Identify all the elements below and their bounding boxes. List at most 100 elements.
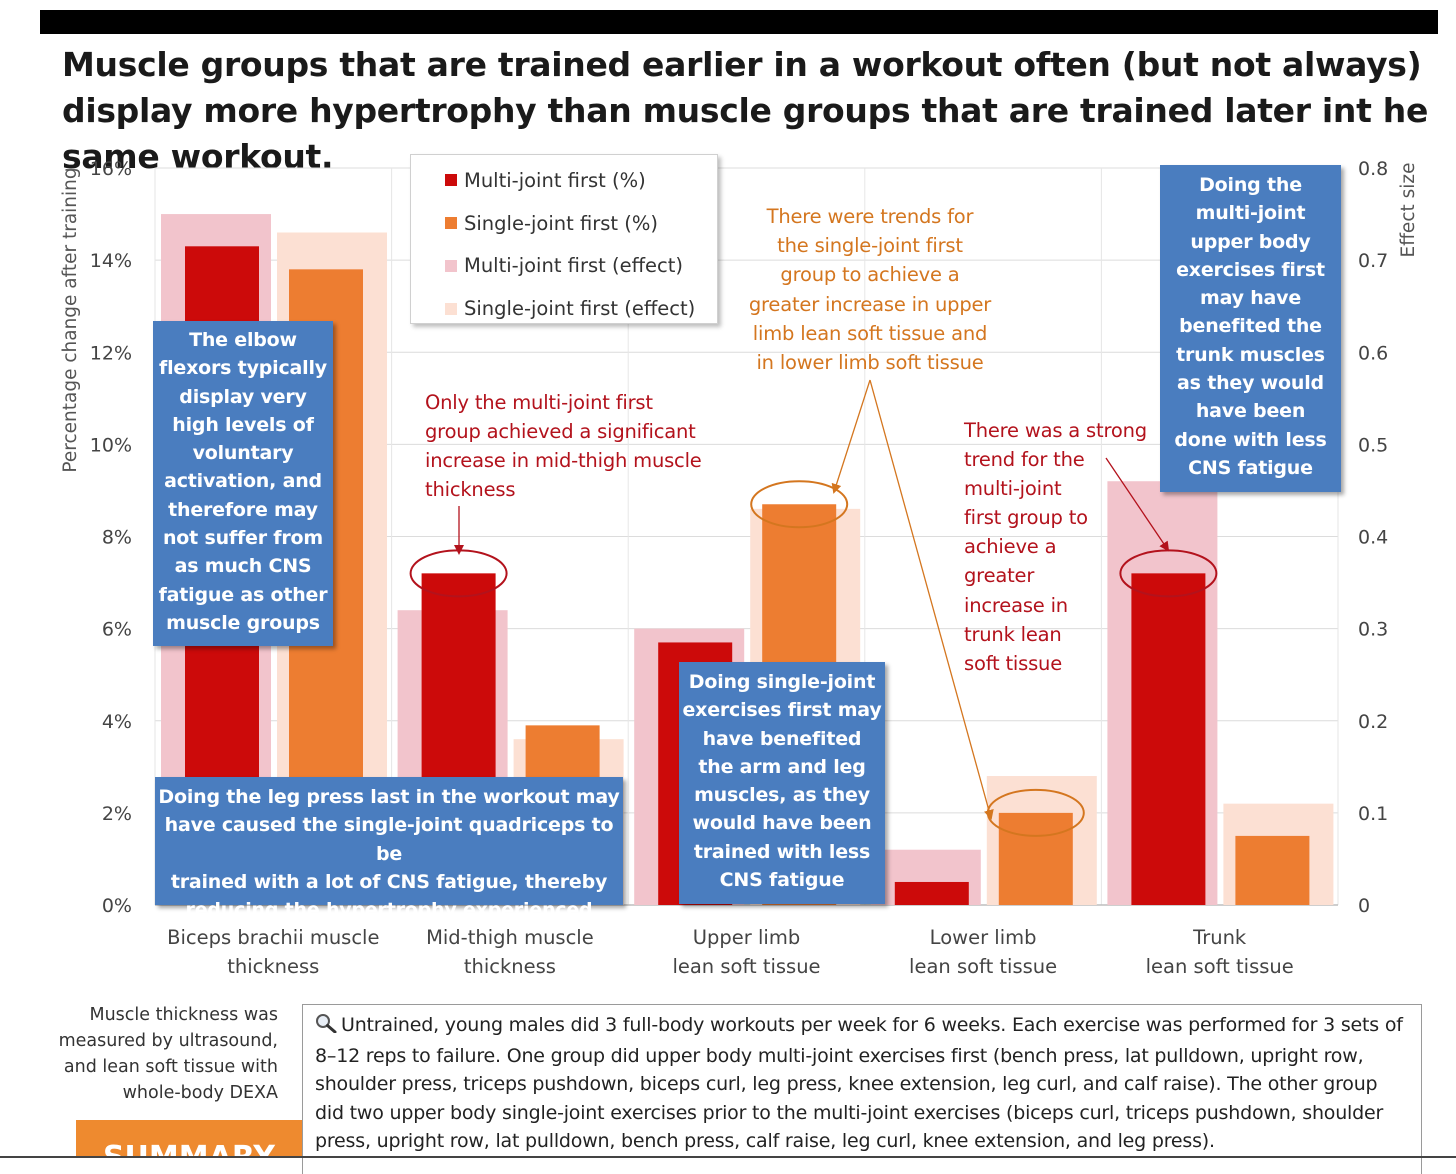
legend-swatch [445,259,457,272]
y2-tick-label: 0.1 [1358,803,1388,825]
y-tick-label: 14% [90,250,132,272]
legend-label: Single-joint first (%) [464,211,659,235]
bar-multi-joint-pct [1131,573,1206,905]
note-trunk-line: benefited the [1179,315,1322,338]
x-category-label: thickness [464,955,556,978]
y-tick-label: 10% [90,434,132,456]
note-elbow-line: as much CNS [174,555,312,578]
note-elbow-line: high levels of [172,413,314,436]
annotation-arrow [869,379,994,820]
note-leg-press-line: Doing the leg press last in the workout … [158,786,620,808]
y2-axis-title: Effect size [1398,163,1419,258]
annotation-single-trend-line: group to achieve a [780,263,960,287]
chart-legend: Multi-joint first (%) Single-joint first … [410,154,718,324]
note-trunk-line: exercises first [1176,258,1325,281]
annotation-mid-thigh-line: thickness [425,478,516,502]
annotation-mid-thigh: Only the multi-joint first group achieved… [425,388,702,504]
note-trunk-line: Doing the [1199,174,1302,196]
annotation-mid-thigh-line: Only the multi-joint first [425,391,653,414]
y2-tick-label: 0.7 [1358,250,1388,272]
y2-tick-label: 0.5 [1358,434,1388,456]
x-category-label: Upper limb [693,926,800,949]
note-trunk-line: CNS fatigue [1188,456,1313,479]
y2-tick-label: 0.3 [1358,619,1388,641]
top-black-bar [40,10,1438,34]
annotation-arrow [1105,457,1170,552]
bar-multi-joint-pct [894,881,969,905]
legend-label: Multi-joint first (%) [464,168,646,192]
note-trunk-muscles: Doing the multi-joint upper body exercises … [1160,165,1341,492]
annotation-trunk-trend-line: trend for the [964,448,1085,472]
note-elbow-flexors: The elbow flexors typically display very hi… [153,321,333,646]
summary-tab: SUMMARY [76,1120,302,1158]
bar-single-joint-pct [1235,835,1310,905]
x-category-label: lean soft tissue [672,955,820,978]
note-single-joint-first: Doing single-joint exercises first may hav… [679,662,885,904]
measurement-method-note: Muscle thickness was measured by ultrasou… [58,1002,278,1106]
note-elbow-line: activation, and [164,470,322,493]
method-note-line: whole-body DEXA [122,1083,278,1103]
y2-tick-label: 0 [1358,895,1370,917]
annotation-single-joint-trend: There were trends for the single-joint fi… [745,202,995,377]
study-description-box: Untrained, young males did 3 full-body w… [302,1004,1422,1174]
note-elbow-line: fatigue as other [158,583,328,606]
legend-item: Multi-joint first (effect) [411,245,717,288]
note-single-joint-line: trained with less [693,840,871,863]
note-trunk-line: trunk muscles [1176,343,1325,366]
note-single-joint-line: the arm and leg [698,755,866,778]
y-tick-label: 2% [102,803,132,825]
legend-swatch [445,217,457,230]
annotation-single-trend-line: greater increase in upper [748,292,992,316]
y-tick-label: 4% [102,711,132,733]
note-trunk-line: upper body [1190,230,1311,253]
bar-single-joint-pct [998,812,1073,905]
page-title: Muscle groups that are trained earlier i… [62,45,1429,176]
y2-tick-label: 0.4 [1358,527,1388,549]
magnifier-icon [315,1013,337,1042]
x-category-label: thickness [227,955,319,978]
x-category-label: Biceps brachii muscle [167,926,379,949]
y-tick-label: 12% [90,342,132,364]
annotation-trunk-trend-line: multi-joint [964,477,1062,501]
annotation-trunk-trend: There was a strong trend for the multi-joi… [964,416,1147,678]
annotation-mid-thigh-line: increase in mid-thigh muscle [425,449,702,473]
annotation-trunk-trend-line: greater [964,564,1035,588]
note-leg-press-line: trained with a lot of CNS fatigue, there… [170,870,608,893]
note-leg-press: Doing the leg press last in the workout … [155,777,623,921]
y-tick-label: 0% [102,895,132,917]
note-single-joint-line: Doing single-joint [688,671,876,693]
legend-label: Single-joint first (effect) [464,297,696,321]
note-single-joint-line: muscles, as they [694,784,870,807]
x-category-label: Trunk [1192,926,1247,949]
y-tick-label: 8% [102,527,132,549]
note-trunk-line: may have [1199,287,1302,310]
legend-item: Single-joint first (effect) [411,287,717,330]
annotation-trunk-trend-line: first group to [964,506,1088,530]
y-axis-title: Percentage change after training [60,167,81,472]
note-elbow-line: flexors typically [159,357,327,380]
x-category-label: lean soft tissue [1146,955,1294,978]
annotation-trunk-trend-line: trunk lean [964,622,1062,646]
note-leg-press-line: have caused the single-joint quadriceps … [164,814,614,865]
note-trunk-line: multi-joint [1195,202,1306,225]
note-elbow-line: The elbow [189,329,297,351]
annotation-trunk-trend-line: achieve a [964,535,1057,559]
note-trunk-line: done with less [1174,428,1327,451]
y2-tick-label: 0.8 [1358,158,1388,180]
note-elbow-line: not suffer from [162,527,323,550]
note-single-joint-line: have benefited [702,727,862,750]
annotation-mid-thigh-line: group achieved a significant [425,420,696,444]
note-elbow-line: muscle groups [166,611,320,634]
study-description: Untrained, young males did 3 full-body w… [315,1014,1403,1153]
legend-swatch [445,174,457,187]
note-single-joint-line: CNS fatigue [719,869,845,892]
note-trunk-line: have been [1195,400,1306,423]
y-tick-label: 16% [90,158,132,180]
note-elbow-line: therefore may [168,498,318,521]
method-note-line: measured by ultrasound, [58,1031,278,1051]
method-note-line: Muscle thickness was [89,1005,278,1025]
y-tick-label: 6% [102,619,132,641]
note-trunk-line: as they would [1177,372,1324,395]
highlight-ellipse [750,480,849,529]
method-note-line: and lean soft tissue with [63,1057,278,1077]
